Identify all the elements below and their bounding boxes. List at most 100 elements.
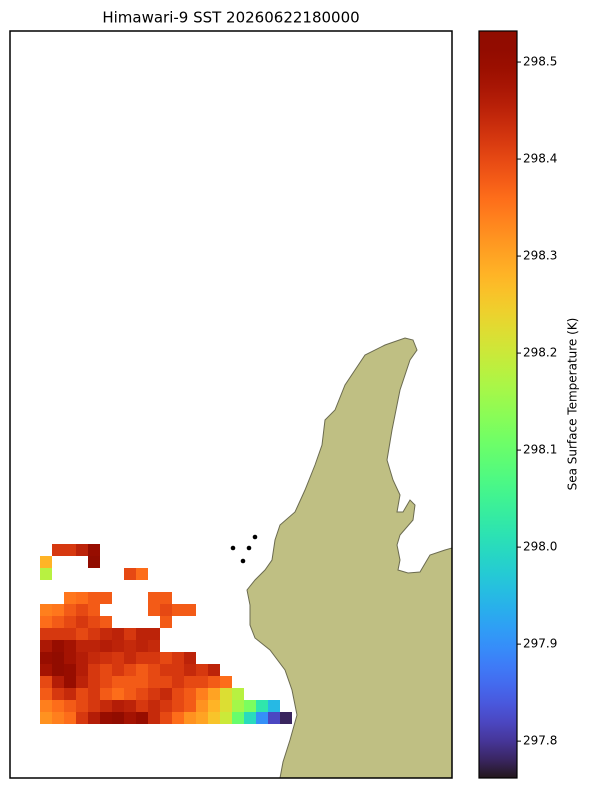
sst-cell: [52, 700, 64, 712]
sst-cells: [40, 544, 292, 724]
sst-cell: [76, 616, 88, 628]
sst-cell: [160, 616, 172, 628]
sst-cell: [148, 712, 160, 724]
sst-cell: [184, 676, 196, 688]
sst-cell: [88, 712, 100, 724]
sst-cell: [100, 712, 112, 724]
colorbar-tick-label: 297.9: [523, 637, 557, 651]
sst-cell: [136, 568, 148, 580]
sst-cell: [268, 700, 280, 712]
sst-cell: [160, 652, 172, 664]
sst-cell: [76, 676, 88, 688]
colorbar-tick-label: 298.1: [523, 443, 557, 457]
sst-cell: [136, 712, 148, 724]
sst-cell: [88, 544, 100, 556]
sst-cell: [40, 664, 52, 676]
sst-cell: [52, 688, 64, 700]
sst-cell: [124, 652, 136, 664]
sst-cell: [112, 688, 124, 700]
sst-cell: [76, 652, 88, 664]
sst-cell: [64, 604, 76, 616]
sst-cell: [196, 664, 208, 676]
sst-cell: [76, 712, 88, 724]
sst-cell: [52, 676, 64, 688]
sst-cell: [148, 604, 160, 616]
sst-cell: [88, 592, 100, 604]
sst-cell: [160, 688, 172, 700]
sst-cell: [124, 664, 136, 676]
sst-cell: [112, 628, 124, 640]
land: [246, 337, 452, 778]
sst-cell: [220, 712, 232, 724]
sst-cell: [196, 712, 208, 724]
sst-cell: [76, 592, 88, 604]
sst-cell: [40, 712, 52, 724]
sst-cell: [136, 628, 148, 640]
sst-cell: [148, 700, 160, 712]
sst-cell: [100, 664, 112, 676]
sst-cell: [232, 700, 244, 712]
sst-cell: [184, 700, 196, 712]
sst-cell: [40, 700, 52, 712]
sst-cell: [196, 688, 208, 700]
sst-cell: [88, 664, 100, 676]
sst-cell: [64, 664, 76, 676]
sst-cell: [244, 712, 256, 724]
sst-cell: [124, 676, 136, 688]
sst-cell: [64, 700, 76, 712]
sst-cell: [160, 592, 172, 604]
sst-cell: [40, 616, 52, 628]
sst-cell: [88, 700, 100, 712]
sst-cell: [184, 688, 196, 700]
sst-cell: [100, 700, 112, 712]
sst-cell: [124, 712, 136, 724]
sst-cell: [256, 700, 268, 712]
sst-cell: [160, 700, 172, 712]
sst-cell: [184, 604, 196, 616]
sst-cell: [160, 664, 172, 676]
sst-cell: [76, 628, 88, 640]
sst-cell: [124, 640, 136, 652]
sst-cell: [88, 556, 100, 568]
sst-cell: [52, 640, 64, 652]
sst-cell: [100, 640, 112, 652]
sst-cell: [64, 544, 76, 556]
sst-cell: [100, 616, 112, 628]
sst-cell: [88, 640, 100, 652]
colorbar-tick-label: 298.2: [523, 346, 557, 360]
sst-cell: [184, 712, 196, 724]
sst-cell: [52, 628, 64, 640]
sst-cell: [76, 688, 88, 700]
sst-cell: [112, 640, 124, 652]
sst-cell: [100, 688, 112, 700]
island: [252, 534, 258, 540]
sst-cell: [220, 688, 232, 700]
sst-cell: [76, 604, 88, 616]
sst-cell: [136, 676, 148, 688]
sst-cell: [136, 688, 148, 700]
sst-cell: [76, 640, 88, 652]
sst-cell: [112, 664, 124, 676]
sst-cell: [40, 604, 52, 616]
sst-cell: [40, 640, 52, 652]
sst-cell: [64, 592, 76, 604]
sst-cell: [64, 616, 76, 628]
sst-cell: [136, 664, 148, 676]
sst-cell: [184, 652, 196, 664]
sst-cell: [124, 568, 136, 580]
sst-cell: [100, 652, 112, 664]
sst-cell: [88, 604, 100, 616]
colorbar-tick-label: 298.5: [523, 55, 557, 69]
sst-cell: [160, 676, 172, 688]
sst-cell: [52, 604, 64, 616]
sst-cell: [136, 640, 148, 652]
map-title: Himawari-9 SST 20260622180000: [102, 9, 359, 27]
colorbar-tick-label: 298.4: [523, 152, 557, 166]
sst-cell: [112, 676, 124, 688]
sst-cell: [172, 700, 184, 712]
sst-cell: [40, 676, 52, 688]
map-area: [40, 337, 452, 778]
sst-cell: [88, 616, 100, 628]
sst-cell: [64, 712, 76, 724]
sst-cell: [268, 712, 280, 724]
